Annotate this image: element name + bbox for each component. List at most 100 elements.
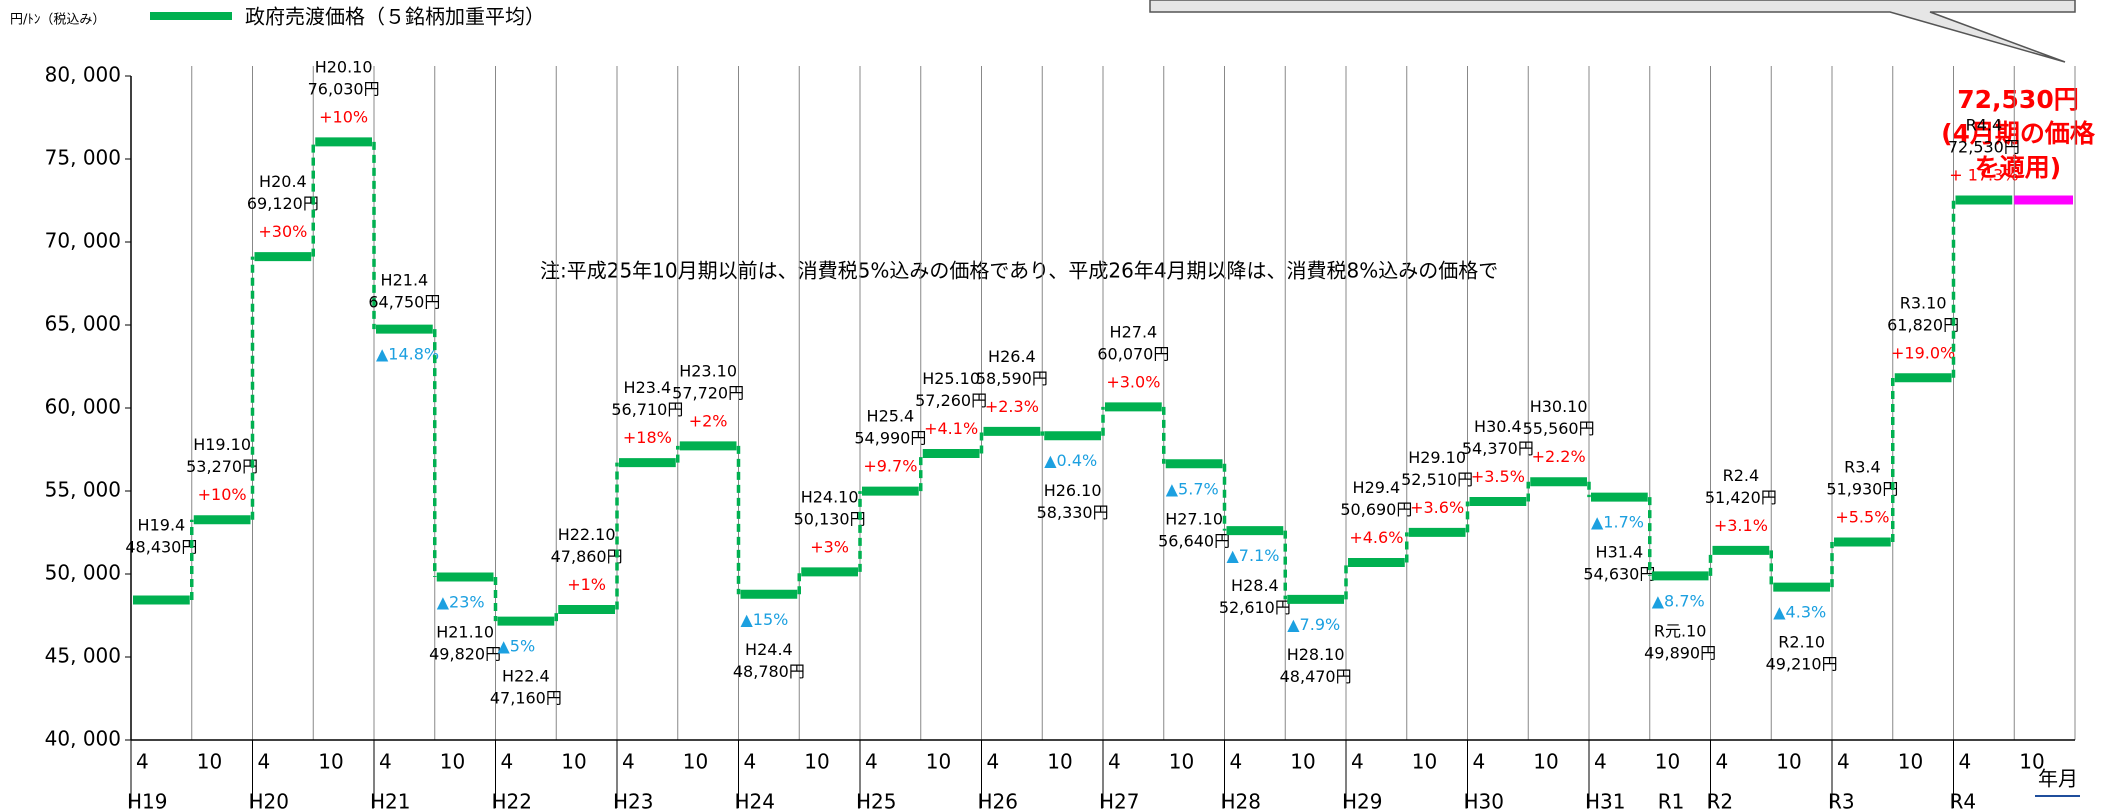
change-label: ▲15%	[741, 610, 789, 629]
period-label: H28.4	[1231, 576, 1279, 595]
x-tick-label: 4	[1594, 750, 1607, 774]
change-label: ▲0.4%	[1044, 451, 1097, 470]
x-tick-label: 4	[136, 750, 149, 774]
x-tick-label: 4	[501, 750, 514, 774]
year-label: H22	[492, 790, 533, 812]
x-tick-label: 10	[2019, 750, 2044, 774]
change-label: ▲8.7%	[1652, 591, 1705, 610]
x-tick-label: 10	[1655, 750, 1680, 774]
value-label: 64,750円	[368, 293, 440, 312]
value-label: 72,530円	[1948, 138, 2020, 157]
x-tick-label: 4	[1473, 750, 1486, 774]
value-label: 57,720円	[672, 383, 744, 402]
period-label: R4.4	[1966, 116, 2003, 135]
x-tick-label: 10	[1412, 750, 1437, 774]
x-tick-label: 10	[1047, 750, 1072, 774]
x-tick-label: 4	[744, 750, 757, 774]
change-label: +2%	[689, 411, 728, 430]
y-tick-label: 80, 000	[45, 63, 121, 87]
annotation: 72,530円	[1957, 85, 2078, 114]
value-label: 56,640円	[1158, 531, 1230, 550]
change-label: +19.0%	[1891, 343, 1955, 362]
year-label: R3	[1828, 790, 1855, 812]
period-label: H28.10	[1287, 645, 1345, 664]
unit-label: 円/ﾄﾝ（税込み）	[10, 13, 105, 28]
change-label: +10%	[198, 485, 247, 504]
x-tick-label: 4	[258, 750, 271, 774]
year-label: H23	[613, 790, 654, 812]
x-tick-label: 10	[318, 750, 343, 774]
x-tick-label: 4	[1230, 750, 1243, 774]
y-tick-label: 65, 000	[45, 312, 121, 336]
value-label: 61,820円	[1887, 315, 1959, 334]
period-label: H29.4	[1353, 478, 1401, 497]
y-tick-label: 55, 000	[45, 478, 121, 502]
annotation: を適用)	[1975, 153, 2061, 182]
year-label: H20	[249, 790, 290, 812]
change-label: +30%	[258, 222, 307, 241]
period-label: H22.10	[558, 525, 616, 544]
x-tick-label: 4	[865, 750, 878, 774]
x-unit-label: 年月	[2038, 767, 2078, 791]
change-label: ▲5%	[498, 637, 536, 656]
year-label: H26	[978, 790, 1019, 812]
change-label: ▲4.3%	[1773, 603, 1826, 622]
period-label: R2.4	[1723, 466, 1760, 485]
change-label: +3.1%	[1714, 516, 1768, 535]
year-label: H29	[1342, 790, 1383, 812]
period-label: H24.10	[801, 487, 859, 506]
change-label: ▲23%	[437, 592, 485, 611]
value-label: 53,270円	[186, 457, 258, 476]
period-label: H22.4	[502, 667, 550, 686]
x-tick-label: 10	[1898, 750, 1923, 774]
year-label: R4	[1950, 790, 1977, 812]
period-label: R元.10	[1654, 621, 1707, 640]
y-tick-label: 45, 000	[45, 644, 121, 668]
value-label: 49,890円	[1644, 643, 1716, 662]
value-label: 50,690円	[1340, 500, 1412, 519]
x-tick-label: 10	[683, 750, 708, 774]
period-label: H27.10	[1165, 509, 1223, 528]
note: 注:平成25年10月期以前は、消費税5%込みの価格であり、平成26年4月期以降は…	[540, 259, 1498, 283]
value-label: 49,820円	[429, 644, 501, 663]
value-label: 55,560円	[1523, 419, 1595, 438]
change-label: ▲14.8%	[376, 345, 439, 364]
value-label: 49,210円	[1766, 655, 1838, 674]
year-label: H30	[1464, 790, 1505, 812]
y-tick-label: 60, 000	[45, 395, 121, 419]
value-label: 48,430円	[125, 538, 197, 557]
change-label: +2.3%	[985, 397, 1039, 416]
x-tick-label: 10	[197, 750, 222, 774]
change-label: +10%	[319, 107, 368, 126]
year-label: H31	[1585, 790, 1626, 812]
year-label: H28	[1221, 790, 1262, 812]
x-tick-label: 10	[1776, 750, 1801, 774]
x-tick-label: 10	[1290, 750, 1315, 774]
change-label: +3%	[810, 537, 849, 556]
change-label: ▲7.9%	[1287, 615, 1340, 634]
x-tick-label: 4	[379, 750, 392, 774]
period-label: H20.10	[315, 57, 373, 76]
x-tick-label: 4	[1108, 750, 1121, 774]
change-label: +4.6%	[1349, 528, 1403, 547]
value-label: 58,590円	[976, 369, 1048, 388]
change-label: +3.0%	[1106, 372, 1160, 391]
value-label: 48,470円	[1280, 667, 1352, 686]
period-label: H21.4	[381, 271, 429, 290]
y-tick-label: 50, 000	[45, 561, 121, 585]
period-label: R2.10	[1778, 633, 1825, 652]
value-label: 50,130円	[794, 509, 866, 528]
year-label: H25	[856, 790, 897, 812]
change-label: ▲1.7%	[1591, 513, 1644, 532]
value-label: 60,070円	[1097, 344, 1169, 363]
change-label: + 17.3%	[1949, 166, 2018, 185]
x-tick-label: 4	[1959, 750, 1972, 774]
change-label: ▲5.7%	[1166, 479, 1219, 498]
value-label: 54,630円	[1583, 565, 1655, 584]
period-label: H30.10	[1530, 397, 1588, 416]
change-label: +3.5%	[1471, 467, 1525, 486]
x-tick-label: 4	[987, 750, 1000, 774]
period-label: H26.4	[988, 347, 1036, 366]
year-label: H19	[127, 790, 168, 812]
